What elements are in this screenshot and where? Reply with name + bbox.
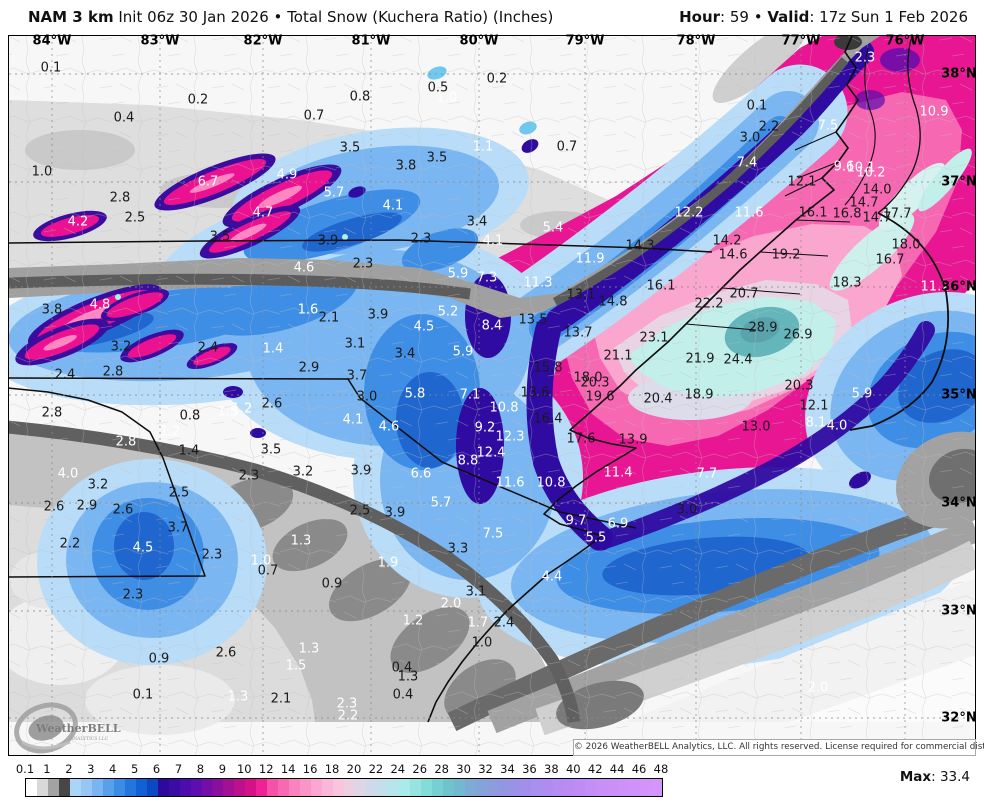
colorbar-tick-label: 16 xyxy=(302,762,318,776)
state-borders xyxy=(9,239,713,578)
colorbar-tick-label: 24 xyxy=(390,762,406,776)
colorbar-segment xyxy=(618,779,641,796)
snowfall-field xyxy=(9,36,975,755)
colorbar-tick-label: 46 xyxy=(631,762,647,776)
colorbar-tick-label: 14 xyxy=(280,762,296,776)
max-label: Max xyxy=(899,769,932,785)
colorbar-tick-label: 18 xyxy=(324,762,340,776)
colorbar-segment xyxy=(530,779,553,796)
colorbar-segment xyxy=(91,779,114,796)
colorbar-segment xyxy=(333,779,356,796)
graticule xyxy=(9,36,975,755)
colorbar-tick-label: 8 xyxy=(196,762,205,776)
colorbar-tick-label: 42 xyxy=(587,762,603,776)
max-value: Max: 33.4 xyxy=(900,769,970,785)
model-name: NAM 3 km xyxy=(28,8,114,26)
colorbar-tick-label: 12 xyxy=(258,762,274,776)
colorbar-tick-label: 30 xyxy=(456,762,471,776)
colorbar-tick-label: 0.1 xyxy=(15,762,35,776)
colorbar-tick-label: 3 xyxy=(87,762,95,776)
valid-label: Valid xyxy=(767,8,810,26)
colorbar-tick-label: 36 xyxy=(522,762,537,776)
colorbar-segment xyxy=(201,779,224,796)
init-time: Init 06z 30 Jan 2026 xyxy=(118,8,269,26)
colorbar-tick-label: 22 xyxy=(368,762,384,776)
max-colon: : xyxy=(931,769,940,785)
colorbar-segment xyxy=(640,779,663,796)
colorbar-segment xyxy=(398,779,421,796)
colorbar-segment xyxy=(179,779,202,796)
colorbar-segment xyxy=(596,779,619,796)
copyright-notice: © 2026 WeatherBELL Analytics, LLC. All r… xyxy=(573,739,984,756)
colorbar-segment xyxy=(135,779,158,796)
colorbar-tick-label: 48 xyxy=(653,762,669,776)
colorbar-tick-label: 26 xyxy=(412,762,428,776)
colorbar-segment xyxy=(157,779,180,796)
title-dot: • xyxy=(273,8,283,26)
colorbar-segment xyxy=(47,779,70,796)
colorbar-segment xyxy=(355,779,377,796)
colorbar-tick-label: 6 xyxy=(152,762,161,776)
logo-text: WeatherBELL xyxy=(35,722,121,735)
weatherbell-logo: WeatherBELL ANALYTICS LLC xyxy=(14,702,121,754)
hour-label: Hour xyxy=(679,8,721,26)
colorbar-tick-label: 20 xyxy=(346,762,362,776)
colorbar-tick-label: 32 xyxy=(478,762,493,776)
colorbar-segment xyxy=(289,779,312,796)
colorbar-segment xyxy=(552,779,575,796)
colorbar-tick-label: 1 xyxy=(43,762,51,776)
map-canvas xyxy=(8,35,976,756)
valid-time-block: Hour: 59 • Valid: 17z Sun 1 Feb 2026 xyxy=(679,8,968,26)
colorbar-tick-label: 5 xyxy=(130,762,139,776)
colorbar xyxy=(25,778,663,797)
valid-colon: : xyxy=(809,8,820,26)
colorbar-tick-label: 40 xyxy=(565,762,581,776)
valid-value: 17z Sun 1 Feb 2026 xyxy=(819,8,968,26)
hour-colon: : xyxy=(720,8,730,26)
logo-subtext: ANALYTICS LLC xyxy=(69,736,109,742)
colorbar-tick-label: 44 xyxy=(609,762,625,776)
county-lines xyxy=(9,36,975,755)
colorbar-tick-label: 2 xyxy=(65,762,73,776)
colorbar-tick-label: 28 xyxy=(434,762,450,776)
colorbar-segment xyxy=(223,779,246,796)
max-number: 33.4 xyxy=(939,769,970,785)
colorbar-segment xyxy=(486,779,509,796)
colorbar-segment xyxy=(69,779,92,796)
colorbar-tick-label: 9 xyxy=(218,762,227,776)
hour-value: 59 xyxy=(729,8,749,26)
colorbar-segment xyxy=(508,779,531,796)
header-bar: NAM 3 km Init 06z 30 Jan 2026 • Total Sn… xyxy=(0,0,984,34)
colorbar-tick-label: 7 xyxy=(174,762,183,776)
colorbar-tick-label: 34 xyxy=(500,762,515,776)
colorbar-tick-label: 10 xyxy=(236,762,252,776)
colorbar-segment xyxy=(464,779,487,796)
colorbar-segment xyxy=(574,779,597,796)
colorbar-segment xyxy=(267,779,290,796)
colorbar-segment xyxy=(377,779,399,796)
colorbar-tick-label: 4 xyxy=(109,762,117,776)
colorbar-segment xyxy=(311,779,334,796)
colorbar-segment xyxy=(442,779,465,796)
colorbar-segment xyxy=(245,779,268,796)
colorbar-tick-label: 38 xyxy=(544,762,559,776)
valid-dot: • xyxy=(753,8,763,26)
product-name: Total Snow (Kuchera Ratio) (Inches) xyxy=(287,8,554,26)
map-title: NAM 3 km Init 06z 30 Jan 2026 • Total Sn… xyxy=(28,8,553,26)
colorbar-segment xyxy=(420,779,443,796)
colorbar-segment xyxy=(113,779,136,796)
colorbar-segment xyxy=(26,779,48,796)
